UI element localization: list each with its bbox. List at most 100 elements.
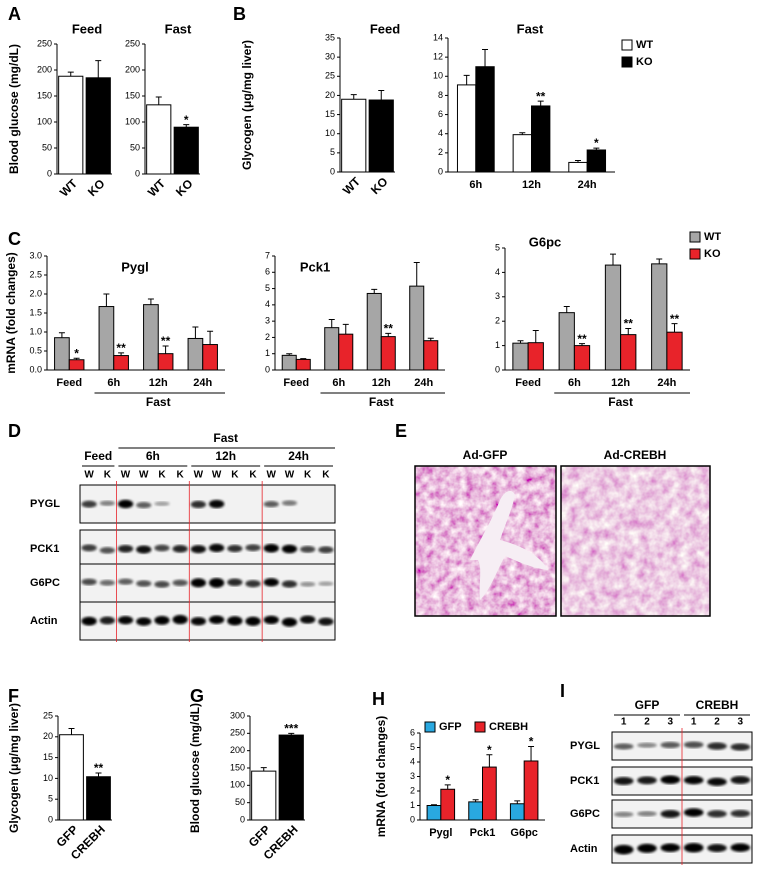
error-bar — [68, 727, 75, 735]
error-bar — [671, 323, 678, 333]
panel-letter: I — [560, 681, 565, 701]
y-axis-label: Glycogen (μg/mg liver) — [240, 40, 254, 170]
y-tick-label: 0 — [48, 814, 53, 824]
y-tick-label: 25 — [43, 710, 53, 720]
blot-band — [707, 777, 727, 787]
bar — [324, 327, 340, 371]
vessel — [470, 490, 548, 600]
y-tick-label: 100 — [230, 780, 245, 790]
y-tick-label: 1 — [410, 800, 415, 810]
x-tick-label: 12h — [611, 377, 630, 389]
x-tick-label: 24h — [414, 377, 433, 389]
lane-label: 3 — [668, 717, 674, 728]
y-tick-label: 50 — [42, 142, 52, 152]
blot-row-label: PCK1 — [30, 543, 59, 555]
blot-band — [117, 499, 134, 509]
blot-band — [730, 809, 751, 818]
blot-band — [99, 616, 115, 625]
bar — [527, 342, 544, 371]
bar — [146, 104, 172, 175]
y-axis-label: mRNA (fold changes) — [4, 252, 18, 374]
x-tick-label: Pygl — [429, 827, 452, 839]
error-bar — [528, 745, 535, 761]
y-tick-label: 5 — [48, 794, 53, 804]
blot-band — [683, 776, 704, 785]
y-tick-label: 5 — [410, 742, 415, 752]
y-tick-label: 300 — [230, 710, 245, 720]
y-tick-label: 4 — [438, 128, 443, 138]
legend-label: KO — [636, 56, 653, 68]
blot-band — [172, 545, 188, 553]
lane-label: W — [121, 470, 131, 481]
y-tick-label: 200 — [37, 64, 52, 74]
blot-band — [99, 547, 115, 554]
blot-band — [208, 543, 225, 553]
error-bar — [95, 60, 102, 78]
bar — [568, 161, 588, 173]
legend-label: KO — [704, 248, 721, 260]
blot-band — [613, 743, 634, 750]
blot-band — [637, 843, 657, 853]
y-tick-label: 2 — [410, 785, 415, 795]
y-tick-label: 0 — [240, 814, 245, 824]
y-tick-label: 250 — [230, 728, 245, 738]
blot-row-label: PYGL — [570, 740, 600, 752]
blot-row-label: Actin — [30, 615, 58, 627]
y-tick-label: 20 — [325, 90, 335, 100]
error-bar — [574, 160, 581, 163]
legend-label: CREBH — [489, 721, 528, 733]
blot-band — [208, 615, 225, 625]
y-tick-label: 10 — [433, 71, 443, 81]
error-bar — [532, 329, 539, 343]
x-tick-label: Pck1 — [470, 827, 496, 839]
legend-swatch — [474, 721, 486, 733]
blot-row-label: Actin — [570, 843, 598, 855]
lane-label: 3 — [738, 717, 744, 728]
y-tick-label: 150 — [37, 90, 52, 100]
significance: * — [74, 346, 79, 360]
bar — [475, 66, 495, 173]
histology-image — [561, 466, 710, 616]
blot-band — [281, 617, 298, 627]
error-bar — [155, 96, 162, 105]
blot-band — [683, 808, 704, 817]
blot-band — [136, 502, 152, 509]
blot-band — [613, 844, 634, 855]
blot-band — [281, 544, 298, 554]
y-axis-label: Blood glucose (mg/dL) — [7, 44, 21, 174]
y-tick-label: 4 — [495, 267, 500, 277]
significance: * — [184, 113, 189, 127]
y-tick-label: 4 — [410, 756, 415, 766]
y-tick-label: 2 — [438, 147, 443, 157]
y-tick-label: 150 — [230, 762, 245, 772]
chart-title: Feed — [370, 21, 400, 36]
lane-label: W — [194, 470, 204, 481]
group-label: CREBH — [696, 698, 739, 712]
error-bar — [162, 345, 169, 354]
y-tick-label: 30 — [325, 52, 335, 62]
blot-band — [190, 578, 207, 588]
error-bar — [328, 319, 335, 328]
blot-band — [637, 776, 657, 785]
blot-band — [637, 811, 657, 817]
x-tick-label: WT — [340, 174, 364, 198]
chart-title: Feed — [72, 21, 102, 36]
lane-label: K — [104, 470, 112, 481]
y-tick-label: 25 — [325, 71, 335, 81]
blot-band — [263, 543, 279, 553]
blot-band — [730, 843, 751, 852]
bar — [341, 98, 367, 173]
x-tick-label: Feed — [56, 377, 82, 389]
significance: ** — [384, 322, 394, 336]
blot-band — [99, 579, 115, 586]
error-bar — [103, 293, 110, 307]
bar — [202, 344, 218, 371]
panel-letter: D — [8, 421, 21, 441]
x-tick-label: KO — [368, 174, 391, 197]
error-bar — [385, 332, 392, 337]
error-bar — [286, 353, 293, 356]
timepoint-label: Feed — [84, 449, 112, 463]
blot-band — [81, 500, 97, 508]
error-bar — [519, 132, 526, 135]
bar — [509, 803, 525, 821]
